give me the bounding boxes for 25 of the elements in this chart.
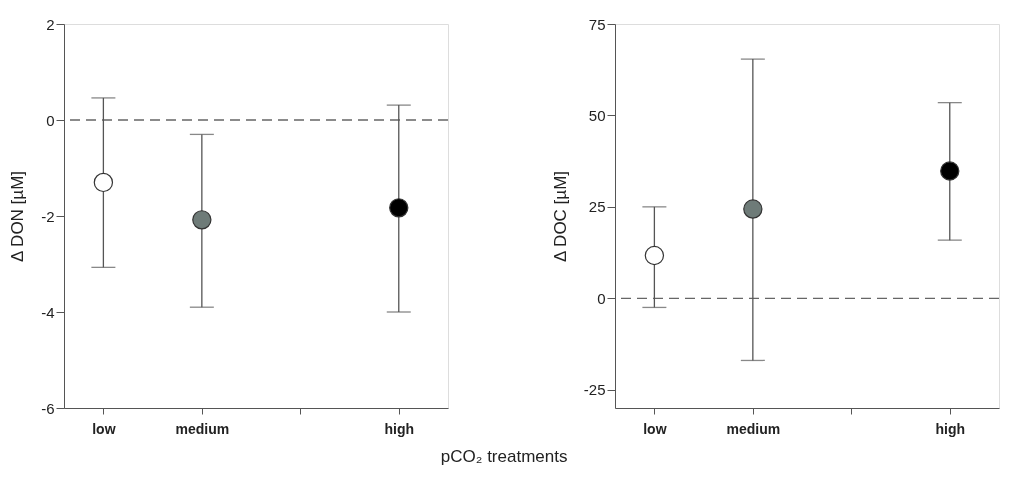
y-tick-label: -2 xyxy=(41,207,55,225)
y-tick-label: 2 xyxy=(46,15,55,33)
y-tick-label: 0 xyxy=(46,111,55,129)
y-tick-label: 25 xyxy=(588,198,606,216)
x-tick-label: high xyxy=(935,420,966,437)
point xyxy=(644,245,665,266)
y-axis-title: Δ DOC [µM] xyxy=(550,170,570,263)
x-tick-label: low xyxy=(643,420,667,437)
x-tick-label: high xyxy=(384,420,415,437)
x-tick-label: medium xyxy=(726,420,781,437)
y-tick-label: 50 xyxy=(588,106,606,124)
y-tick-label: 75 xyxy=(588,15,606,33)
x-tick-label: medium xyxy=(175,420,230,437)
y-tick-label: -6 xyxy=(41,399,55,417)
x-axis-title: pCO₂ treatments xyxy=(440,446,568,466)
y-tick-label: -4 xyxy=(41,303,55,321)
point xyxy=(389,198,409,218)
point xyxy=(93,172,114,193)
y-tick-label: 0 xyxy=(597,289,606,307)
point xyxy=(743,199,763,219)
point xyxy=(192,210,212,230)
y-axis-title: Δ DON [µM] xyxy=(8,170,28,263)
y-tick-label: -25 xyxy=(583,381,606,399)
point xyxy=(940,161,960,181)
x-tick-label: low xyxy=(92,420,116,437)
